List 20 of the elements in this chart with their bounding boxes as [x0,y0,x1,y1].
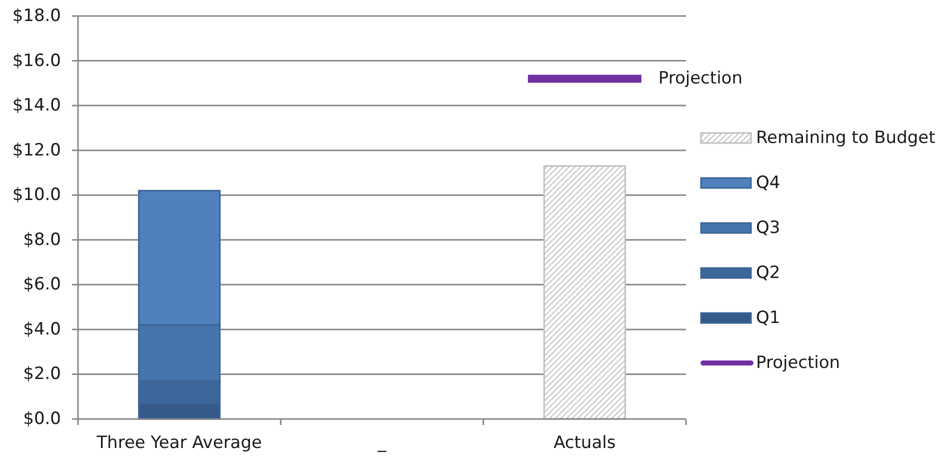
x-tick-label: Actuals [554,433,616,453]
x-tick-label: _ [376,433,387,453]
y-tick-label: $2.0 [23,364,61,384]
legend-label: Q1 [756,308,780,328]
legend-label: Q3 [756,218,780,238]
legend-label: Remaining to Budget [756,128,936,148]
y-tick-label: $16.0 [12,50,61,71]
y-tick-label: $8.0 [23,230,61,250]
legend-label: Q2 [756,263,780,283]
legend-label: Q4 [756,173,780,193]
ref-line-label: Projection [658,68,742,89]
y-tick-label: $0.0 [23,409,61,429]
text: Projection [756,353,840,373]
y-tick-label: $18.0 [12,6,61,26]
y-tick-label: $14.0 [12,96,61,116]
x-tick-label: Three Year Average [96,433,262,453]
y-tick-label: $6.0 [23,274,61,295]
y-tick-label: $4.0 [23,319,61,340]
y-tick-label: $12.0 [12,140,61,160]
y-tick-label: $10.0 [12,185,61,206]
